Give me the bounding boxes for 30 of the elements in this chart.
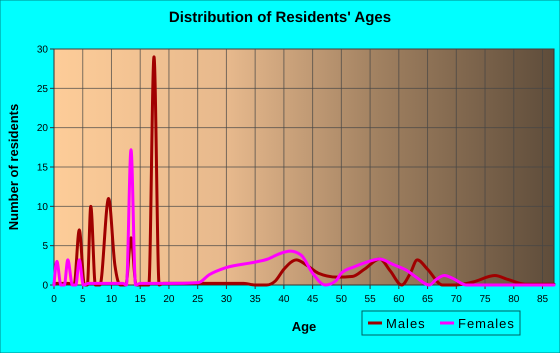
x-tick-label: 35 (250, 294, 262, 305)
x-tick-label: 5 (80, 294, 86, 305)
y-tick-label: 20 (36, 123, 48, 134)
y-tick-label: 10 (36, 202, 48, 213)
x-tick-label: 0 (51, 294, 58, 305)
x-tick-label: 10 (106, 294, 118, 305)
x-tick-label: 70 (450, 294, 462, 305)
x-tick-label: 50 (336, 294, 348, 305)
y-tick-label: 30 (36, 44, 48, 56)
x-tick-label: 25 (192, 294, 204, 305)
y-tick-label: 15 (36, 162, 48, 174)
x-tick-label: 30 (220, 294, 232, 305)
y-tick-label: 0 (42, 280, 48, 292)
x-tick-label: 15 (134, 294, 146, 305)
x-axis-title: Age (292, 319, 316, 334)
y-axis-title: Number of residents (6, 104, 21, 230)
legend-label: Males (386, 316, 426, 331)
x-tick-label: 45 (307, 294, 319, 305)
legend-label: Females (458, 316, 515, 331)
chart-title: Distribution of Residents' Ages (168, 9, 392, 26)
x-tick-label: 60 (393, 294, 405, 305)
x-tick-label: 55 (364, 294, 376, 305)
x-tick-label: 40 (278, 294, 290, 305)
x-tick-label: 75 (479, 294, 492, 305)
x-tick-label: 80 (508, 294, 520, 305)
y-tick-label: 25 (36, 84, 48, 95)
x-tick-label: 85 (536, 294, 549, 305)
x-tick-label: 20 (163, 294, 175, 305)
y-tick-label: 5 (42, 241, 48, 252)
x-tick-label: 65 (422, 294, 434, 305)
